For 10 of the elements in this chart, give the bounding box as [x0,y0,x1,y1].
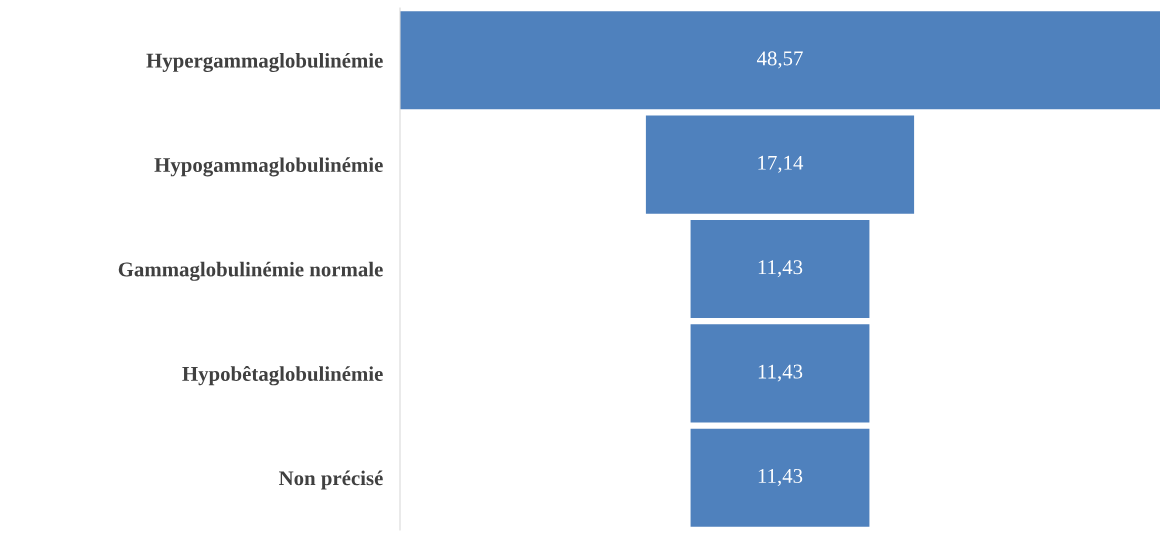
data-label: 11,43 [758,260,803,278]
data-label: 11,43 [758,364,803,382]
data-label: 48,57 [756,51,803,69]
data-label: 17,14 [758,155,804,173]
category-label: Hypobêtaglobulinémie [182,366,383,386]
data-label: 11,43 [758,469,803,487]
category-label: Hypogammaglobulinémie [154,157,383,177]
category-label: Gammaglobulinémie normale [118,261,383,281]
category-label: Hypergammaglobulinémie [146,52,383,73]
category-label: Non précisé [279,470,383,490]
